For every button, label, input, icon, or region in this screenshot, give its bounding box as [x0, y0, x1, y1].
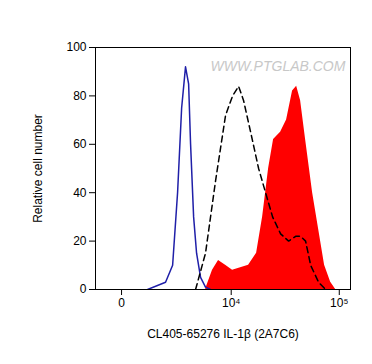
svg-text:20: 20 [73, 234, 87, 248]
svg-text:WWW.PTGLAB.COM: WWW.PTGLAB.COM [211, 58, 346, 74]
svg-text:10⁵: 10⁵ [330, 296, 348, 310]
svg-text:60: 60 [73, 137, 87, 151]
svg-text:40: 40 [73, 186, 87, 200]
svg-text:Relative cell number: Relative cell number [31, 114, 45, 223]
svg-text:100: 100 [66, 40, 86, 54]
svg-text:10⁴: 10⁴ [222, 296, 241, 310]
svg-text:80: 80 [73, 89, 87, 103]
svg-text:CL405-65276 IL-1β (2A7C6): CL405-65276 IL-1β (2A7C6) [147, 327, 299, 341]
svg-text:0: 0 [118, 296, 125, 310]
svg-text:0: 0 [80, 282, 87, 296]
